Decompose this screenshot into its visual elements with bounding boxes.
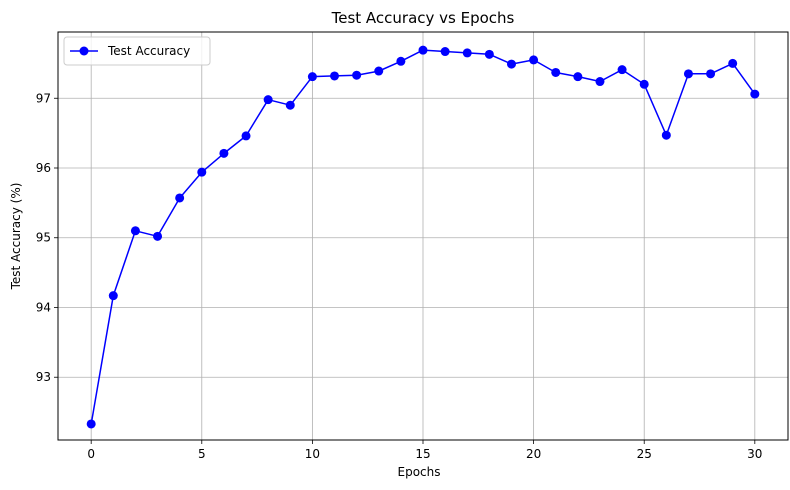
data-point — [551, 67, 561, 77]
data-point — [418, 45, 428, 55]
grid — [58, 32, 788, 440]
data-point — [484, 49, 494, 59]
plot-frame — [57, 31, 789, 441]
data-point — [130, 226, 140, 236]
y-tick-label: 96 — [36, 161, 51, 175]
data-point — [728, 58, 738, 68]
data-point — [750, 89, 760, 99]
data-point — [352, 70, 362, 80]
data-point — [197, 167, 207, 177]
x-tick-label: 30 — [747, 447, 762, 461]
data-point — [330, 71, 340, 81]
axis-ticks: 0 5 10 15 20 25 30 93 94 95 96 97 — [36, 91, 763, 461]
data-point — [506, 59, 516, 69]
x-tick-label: 5 — [198, 447, 206, 461]
y-tick-label: 93 — [36, 370, 51, 384]
x-tick-label: 15 — [415, 447, 430, 461]
data-point — [263, 95, 273, 105]
x-tick-label: 0 — [87, 447, 95, 461]
data-point — [529, 55, 539, 65]
legend-label: Test Accuracy — [107, 44, 190, 58]
data-point — [595, 77, 605, 87]
legend-marker — [79, 46, 89, 56]
data-point — [307, 72, 317, 82]
data-point — [219, 148, 229, 158]
data-point — [573, 72, 583, 82]
data-point — [175, 193, 185, 203]
data-point — [639, 79, 649, 89]
y-tick-label: 97 — [36, 91, 51, 105]
data-point — [683, 69, 693, 79]
data-point — [241, 131, 251, 141]
data-point — [617, 65, 627, 75]
data-point — [661, 130, 671, 140]
legend-box — [63, 36, 211, 66]
x-tick-label: 25 — [637, 447, 652, 461]
legend: Test Accuracy — [63, 36, 211, 66]
y-tick-label: 95 — [36, 231, 51, 245]
data-point — [706, 69, 716, 79]
data-point — [285, 100, 295, 110]
data-point — [108, 291, 118, 301]
data-point — [374, 66, 384, 76]
y-axis-label: Test Accuracy (%) — [9, 183, 23, 291]
data-point — [462, 48, 472, 58]
x-axis-label: Epochs — [398, 465, 441, 479]
data-point — [440, 47, 450, 57]
chart-title: Test Accuracy vs Epochs — [331, 9, 515, 27]
data-point — [86, 419, 96, 429]
data-point — [396, 56, 406, 66]
series-layer — [86, 45, 760, 429]
x-tick-label: 20 — [526, 447, 541, 461]
data-point — [153, 231, 163, 241]
x-tick-label: 10 — [305, 447, 320, 461]
y-tick-label: 94 — [36, 300, 51, 314]
